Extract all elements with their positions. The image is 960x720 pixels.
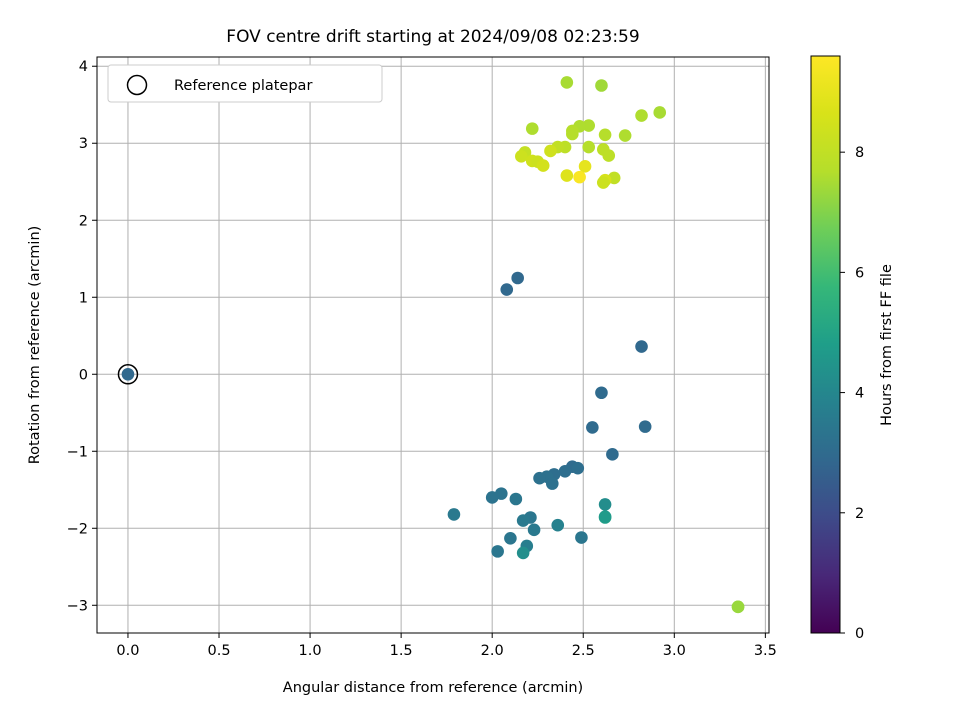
data-point [575,531,588,544]
data-point [618,129,632,142]
chart-title: FOV centre drift starting at 2024/09/08 … [226,27,639,47]
y-tick-label: −2 [67,521,88,537]
reference-platepar-marker [117,364,139,385]
data-point [606,448,619,461]
data-point [566,127,579,141]
x-axis-label: Angular distance from reference (arcmin) [283,680,583,696]
data-point [500,283,514,296]
data-point [544,144,557,158]
x-tick-label: 2.5 [572,643,595,659]
legend: Reference platepar [107,64,383,103]
plot-frame [96,56,770,634]
data-point [598,128,612,142]
x-tick-label: 0.5 [207,643,230,659]
y-tick-label: −3 [67,598,88,614]
colorbar-tick-label: 8 [855,145,864,161]
data-point [595,79,608,92]
data-point [560,76,574,89]
data-point [533,471,546,485]
x-tick-label: 1.0 [299,643,322,659]
data-point [595,386,608,400]
grid [97,57,769,633]
data-point [598,510,612,524]
x-axis: 0.0 0.5 1.0 1.5 2.0 2.5 3.0 3.5 [116,633,777,659]
y-tick-label: 1 [79,290,88,306]
data-point [536,159,550,172]
data-point [516,546,530,560]
y-tick-label: 2 [79,213,88,229]
x-tick-label: 1.5 [390,643,413,659]
data-point [121,367,135,381]
data-point [516,514,530,527]
data-point [511,271,524,285]
colorbar-tick-label: 6 [855,265,864,281]
data-point [558,464,572,478]
data-point [573,170,586,184]
data-points [117,76,745,614]
data-point [653,106,667,119]
data-point [527,523,541,537]
x-tick-label: 2.0 [481,643,504,659]
data-point [515,150,528,163]
data-point [731,600,745,614]
data-point [504,531,517,545]
data-point [586,421,599,434]
y-tick-label: −1 [67,444,88,460]
data-point [582,140,596,154]
data-point [485,491,499,504]
legend-box [107,64,383,103]
colorbar-tick-label: 2 [855,506,864,522]
data-point [560,169,574,182]
data-point [447,508,461,521]
data-point [635,109,648,122]
x-tick-label: 3.5 [754,643,777,659]
legend-marker [126,74,148,96]
data-point [545,477,559,490]
data-point [509,492,523,506]
x-tick-label: 0.0 [116,643,139,659]
data-point [525,122,539,135]
data-point [596,176,610,189]
data-point [551,518,565,532]
x-tick-label: 3.0 [663,643,686,659]
data-point [638,420,652,433]
data-point [571,461,585,475]
colorbar-gradient [810,55,841,634]
colorbar-tick-label: 0 [855,626,864,642]
data-point [582,119,596,132]
colorbar-tick-label: 4 [855,386,864,402]
data-point [578,160,592,173]
data-point [602,149,616,162]
y-axis-label: Rotation from reference (arcmin) [27,226,43,465]
y-tick-label: 3 [79,136,88,152]
colorbar: 0 2 4 6 8 Hours from first FF file [810,55,895,642]
data-point [491,545,504,558]
data-point [598,498,612,511]
legend-label: Reference platepar [174,78,312,94]
y-tick-label: 4 [79,59,88,75]
y-tick-label: 0 [79,367,88,383]
y-axis: −3 −2 −1 0 1 2 3 4 [67,59,97,614]
colorbar-label: Hours from first FF file [879,264,895,426]
data-point [635,340,648,353]
